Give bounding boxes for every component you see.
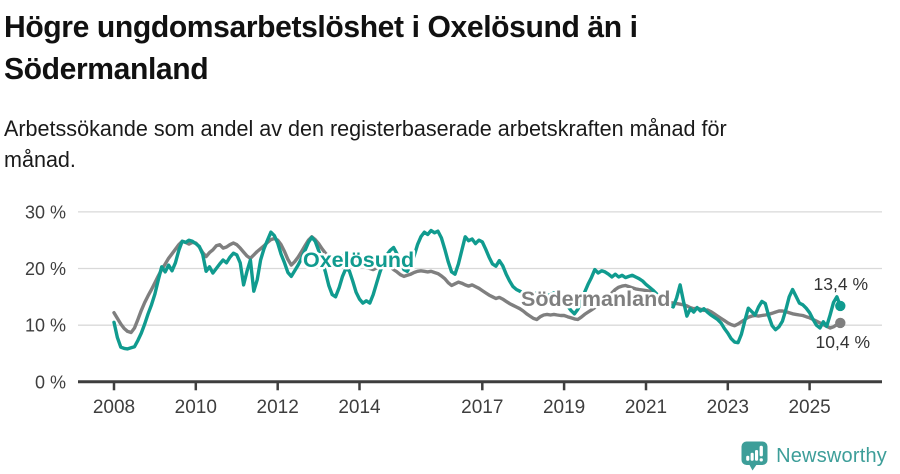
newsworthy-brand: Newsworthy [741,440,887,472]
series-end-dot-oxelösund [835,300,846,312]
series-line-oxelösund [112,228,842,351]
brand-name: Newsworthy [776,444,887,467]
chart-header: Högre ungdomsarbetslöshet i Oxelösund än… [4,6,884,90]
x-tick-label: 2014 [338,397,381,418]
x-tick-label: 2008 [93,397,135,418]
end-value-label-oxelösund: 13,4 % [814,274,868,294]
x-tick-label: 2019 [543,397,585,418]
chart-subtitle: Arbetssökande som andel av den registerb… [4,113,864,175]
x-tick-label: 2023 [707,397,749,418]
series-label-oxelösund: Oxelösund [303,248,414,272]
chart-subtitle-line2: månad. [4,147,76,172]
x-tick-label: 2025 [788,397,830,418]
y-tick-label: 0 % [35,372,66,392]
series-label-södermanland: Södermanland [521,287,670,311]
x-tick-label: 2012 [257,397,299,418]
x-tick-label: 2021 [625,397,667,418]
y-tick-label: 30 % [25,202,66,222]
series-end-dot-södermanland [835,317,846,329]
end-value-label-södermanland: 10,4 % [816,332,870,352]
x-tick-label: 2017 [461,397,503,418]
y-tick-label: 20 % [25,259,66,279]
page-title-line2: Södermanland [4,51,209,86]
x-tick-label: 2010 [175,397,217,418]
chart-subtitle-line1: Arbetssökande som andel av den registerb… [4,116,727,141]
y-tick-label: 10 % [25,316,66,336]
page-title-line1: Högre ungdomsarbetslöshet i Oxelösund än… [4,9,638,44]
line-chart: 0 % 10 % 20 % 30 % 2008 2010 2012 2014 2017 2019 2… [25,202,882,418]
newsworthy-logo-icon [741,441,768,471]
series-line-södermanland [112,235,842,335]
